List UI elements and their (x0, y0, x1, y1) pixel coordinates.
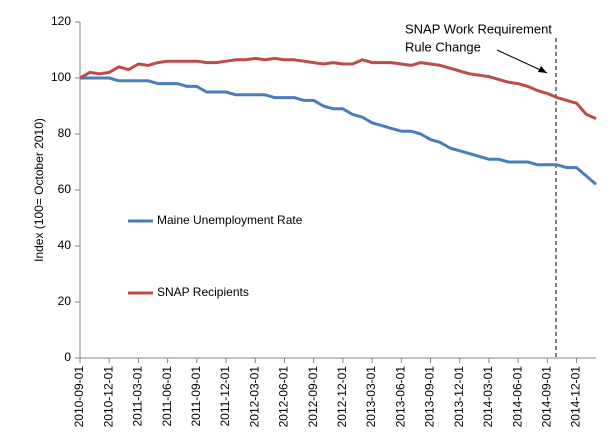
y-tick-label: 80 (58, 126, 72, 140)
y-tick-label: 20 (58, 294, 72, 308)
x-tick-label: 2014-09-01 (539, 366, 553, 428)
legend-label: Maine Unemployment Rate (157, 213, 303, 227)
x-tick-label: 2011-09-01 (189, 366, 203, 427)
x-tick-label: 2013-06-01 (393, 366, 407, 428)
x-tick-label: 2012-03-01 (247, 366, 261, 428)
x-tick-label: 2011-12-01 (218, 366, 232, 427)
legend-label: SNAP Recipients (157, 285, 249, 299)
annotation-line: SNAP Work Requirement (405, 21, 552, 36)
x-tick-label: 2011-03-01 (131, 366, 145, 427)
series-line (80, 76, 597, 186)
y-tick-label: 40 (58, 238, 72, 252)
y-tick-label: 120 (51, 14, 71, 28)
x-tick-label: 2010-09-01 (72, 366, 86, 428)
x-tick-label: 2011-06-01 (160, 366, 174, 427)
x-tick-label: 2014-06-01 (510, 366, 524, 428)
x-tick-label: 2010-12-01 (101, 366, 115, 428)
y-axis-title: Index (100= October 2010) (32, 118, 46, 262)
annotation-arrow (496, 49, 548, 74)
series-line (79, 56, 597, 120)
x-tick-label: 2013-09-01 (423, 366, 437, 428)
x-tick-label: 2013-12-01 (452, 366, 466, 428)
x-tick-label: 2012-06-01 (277, 366, 291, 428)
x-tick-label: 2014-12-01 (569, 366, 583, 428)
annotation-arrowhead (538, 66, 547, 73)
x-tick-label: 2012-09-01 (306, 366, 320, 428)
y-tick-label: 100 (51, 70, 71, 84)
y-tick-label: 60 (58, 182, 72, 196)
x-tick-label: 2013-03-01 (364, 366, 378, 428)
y-tick-label: 0 (64, 350, 71, 364)
x-tick-label: 2014-03-01 (481, 366, 495, 428)
annotation-line: Rule Change (405, 39, 481, 54)
x-tick-label: 2012-12-01 (335, 366, 349, 428)
